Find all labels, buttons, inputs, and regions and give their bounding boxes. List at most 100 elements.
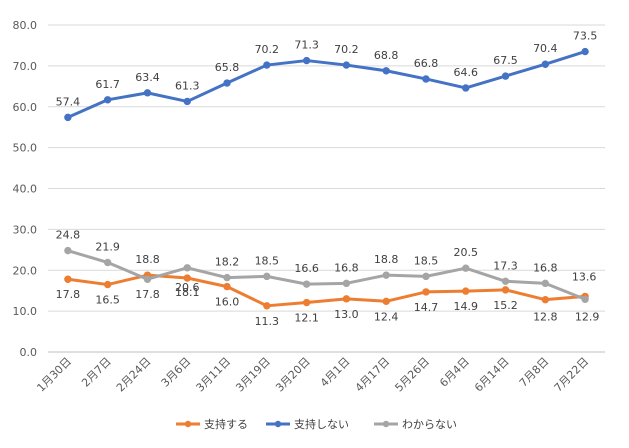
data-point bbox=[183, 274, 191, 282]
data-point bbox=[143, 89, 152, 97]
legend: 支持する 支持しない わからない bbox=[176, 417, 457, 431]
data-point bbox=[501, 277, 510, 285]
x-tick-label: 6月4日 bbox=[437, 355, 472, 390]
data-label: 12.8 bbox=[533, 311, 558, 324]
data-label: 17.3 bbox=[493, 259, 518, 272]
data-point bbox=[422, 272, 430, 281]
data-label: 18.5 bbox=[414, 254, 439, 267]
legend-marker bbox=[184, 420, 192, 428]
data-label: 67.5 bbox=[493, 54, 518, 67]
x-tick-label: 3月19日 bbox=[233, 355, 273, 395]
data-label: 70.4 bbox=[533, 42, 558, 55]
legend-marker bbox=[274, 420, 282, 428]
y-tick-label: 40.0 bbox=[13, 183, 38, 196]
data-point bbox=[103, 96, 112, 104]
data-point bbox=[64, 113, 72, 122]
x-tick-label: 6月14日 bbox=[472, 355, 512, 395]
y-tick-label: 30.0 bbox=[13, 223, 38, 236]
x-tick-label: 3月6日 bbox=[159, 355, 194, 390]
data-label: 16.6 bbox=[294, 262, 319, 275]
legend-label: わからない bbox=[402, 418, 457, 431]
data-label: 18.1 bbox=[175, 286, 200, 299]
series-line bbox=[67, 273, 586, 308]
data-point bbox=[302, 280, 311, 288]
data-point bbox=[263, 272, 271, 281]
data-point bbox=[64, 275, 72, 283]
data-point bbox=[581, 295, 589, 303]
y-axis: 0.0 10.0 20.0 30.0 40.0 50.0 60.0 70.0 80.0 bbox=[13, 19, 38, 359]
data-point bbox=[103, 280, 112, 289]
data-label: 14.9 bbox=[454, 300, 479, 313]
data-label: 68.8 bbox=[374, 49, 399, 62]
y-tick-label: 10.0 bbox=[13, 305, 38, 318]
data-label: 18.8 bbox=[135, 253, 160, 266]
data-point bbox=[223, 282, 231, 291]
x-tick-label: 2月24日 bbox=[114, 355, 154, 395]
x-tick-label: 1月30日 bbox=[34, 355, 74, 395]
data-label: 61.7 bbox=[95, 78, 120, 91]
data-point bbox=[263, 61, 271, 69]
x-tick-label: 5月26日 bbox=[392, 355, 432, 395]
data-point bbox=[183, 97, 191, 106]
x-tick-label: 4月17日 bbox=[353, 355, 393, 395]
data-label: 12.1 bbox=[294, 312, 319, 325]
data-point bbox=[462, 287, 470, 295]
data-point bbox=[462, 264, 470, 272]
data-point bbox=[223, 79, 231, 87]
data-label: 20.6 bbox=[175, 281, 200, 294]
data-label: 18.2 bbox=[215, 256, 240, 269]
x-tick-label: 3月11日 bbox=[194, 355, 234, 395]
data-label: 16.0 bbox=[215, 296, 240, 309]
data-point bbox=[64, 246, 72, 255]
data-label: 65.8 bbox=[215, 61, 240, 74]
series-labels-1: 17.8 16.5 18.8 18.1 16.0 11.3 12.1 13.0 12.4 14.7… bbox=[56, 253, 597, 328]
data-point bbox=[382, 67, 390, 75]
data-point bbox=[302, 56, 311, 65]
data-label: 18.5 bbox=[255, 254, 280, 267]
data-point bbox=[501, 286, 510, 294]
y-tick-label: 60.0 bbox=[13, 101, 38, 114]
data-label: 57.4 bbox=[56, 95, 81, 108]
data-point bbox=[541, 60, 550, 68]
data-label: 12.4 bbox=[374, 310, 399, 323]
series-labels-3: 24.8 21.9 17.8 20.6 18.2 18.5 16.6 16.8 18.8 18.5… bbox=[56, 229, 600, 324]
y-tick-label: 70.0 bbox=[13, 60, 38, 73]
data-point bbox=[342, 279, 351, 288]
data-point bbox=[541, 295, 550, 304]
data-point bbox=[382, 297, 390, 306]
data-label: 12.9 bbox=[575, 310, 600, 323]
data-label: 16.8 bbox=[334, 261, 359, 274]
y-tick-label: 0.0 bbox=[20, 346, 38, 359]
data-label: 71.3 bbox=[294, 39, 319, 52]
data-point bbox=[541, 279, 550, 288]
x-tick-label: 7月22日 bbox=[552, 355, 592, 395]
data-label: 64.6 bbox=[454, 66, 479, 79]
data-point bbox=[581, 47, 589, 56]
x-tick-label: 7月8日 bbox=[517, 355, 552, 390]
legend-label: 支持しない bbox=[294, 417, 349, 431]
data-point bbox=[263, 302, 271, 310]
legend-marker bbox=[382, 420, 390, 428]
data-point bbox=[183, 264, 191, 272]
data-label: 18.8 bbox=[374, 253, 399, 266]
x-axis: 1月30日 2月7日 2月24日 3月6日 3月11日 3月19日 3月20日 4月1日 4月1… bbox=[34, 355, 591, 395]
data-label: 13.6 bbox=[572, 270, 597, 283]
series-line bbox=[67, 50, 586, 119]
data-point bbox=[342, 295, 351, 303]
data-label: 17.8 bbox=[56, 288, 81, 301]
data-point bbox=[103, 258, 112, 267]
y-tick-label: 80.0 bbox=[13, 19, 38, 32]
data-label: 70.2 bbox=[255, 43, 280, 56]
data-label: 16.8 bbox=[533, 261, 558, 274]
data-label: 17.8 bbox=[135, 288, 160, 301]
data-point bbox=[302, 298, 311, 307]
data-label: 21.9 bbox=[95, 240, 120, 253]
legend-label: 支持する bbox=[204, 417, 248, 431]
series-1 bbox=[64, 271, 589, 310]
x-tick-label: 3月20日 bbox=[273, 355, 313, 395]
data-label: 24.8 bbox=[56, 229, 81, 242]
data-label: 14.7 bbox=[414, 301, 439, 314]
data-point bbox=[422, 75, 430, 83]
y-tick-label: 20.0 bbox=[13, 264, 38, 277]
series-3 bbox=[64, 246, 589, 303]
